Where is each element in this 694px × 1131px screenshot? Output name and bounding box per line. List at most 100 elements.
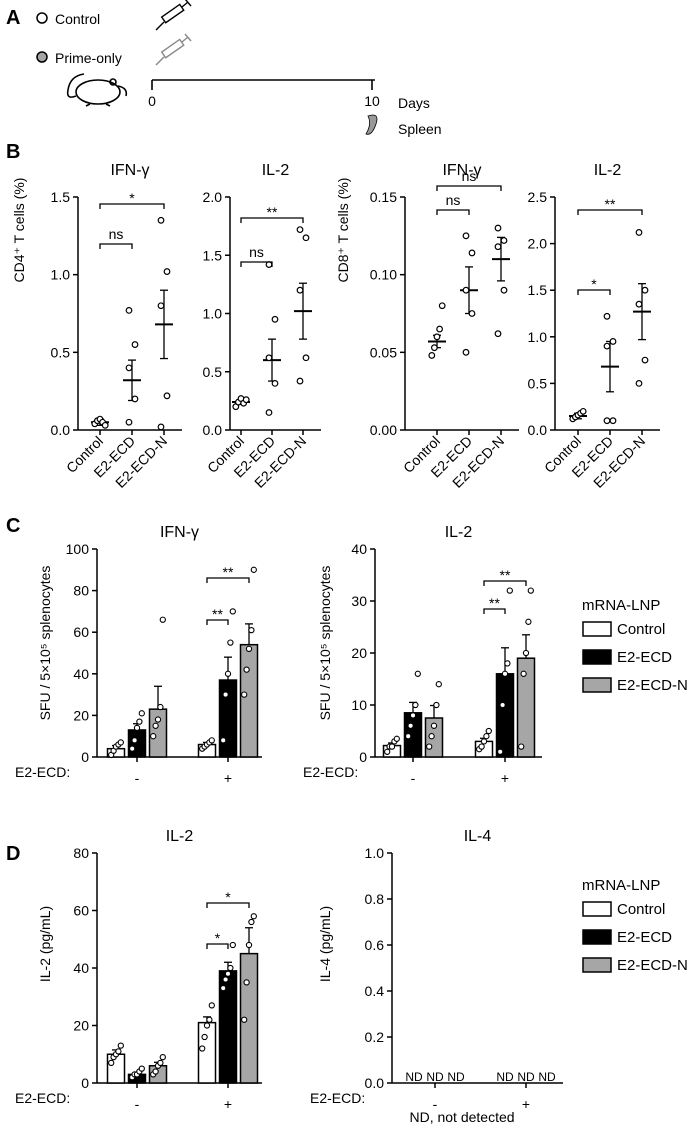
chart-c-il2-y-tick-label: 20 bbox=[351, 645, 367, 661]
chart-b2-title: IFN-γ bbox=[442, 162, 481, 179]
il2-pg-axis-label: IL-2 (pg/mL) bbox=[37, 906, 53, 982]
chart-c-il2-y-tick-label: 40 bbox=[351, 541, 367, 557]
chart-b0-data-point bbox=[157, 216, 165, 224]
chart-b3-data-point bbox=[579, 407, 587, 415]
chart-b2-data-point bbox=[494, 224, 502, 232]
chart-c-il2-data-point bbox=[527, 587, 534, 594]
chart-b2-data-point bbox=[462, 286, 470, 294]
chart-b0-data-point bbox=[125, 418, 133, 426]
chart-d-il4-nd-label: ND bbox=[517, 1070, 535, 1084]
chart-b2-data-point bbox=[436, 325, 444, 333]
chart-c-ifng-data-point bbox=[248, 626, 255, 634]
chart-c-ifng-y-tick-label: 100 bbox=[66, 541, 90, 557]
chart-d-il4-treatment-value: - bbox=[433, 1096, 438, 1112]
chart-b3-data-point bbox=[603, 312, 611, 320]
chart-d-il2-data-point bbox=[241, 1016, 248, 1023]
chart-d-il2-data-point bbox=[245, 941, 253, 949]
chart-d-il2-data-point bbox=[108, 1059, 115, 1067]
panel-c-letter: C bbox=[6, 515, 20, 537]
chart-b3-data-point bbox=[635, 229, 643, 236]
legend-c-swatch-control bbox=[582, 621, 612, 637]
chart-c-il2-data-point bbox=[393, 735, 400, 742]
spleen-label: Spleen bbox=[398, 121, 442, 137]
chart-b1-y-tick-label: 0.0 bbox=[203, 422, 223, 438]
chart-d-il2-data-point bbox=[222, 976, 229, 983]
chart-c-il2-data-point bbox=[501, 670, 509, 677]
chart-d-il4-y-tick-label: 1.0 bbox=[365, 845, 385, 861]
panel-d-letter: D bbox=[6, 843, 20, 865]
chart-d-il2-treatment-value: + bbox=[224, 1096, 232, 1112]
chart-c-ifng-data-point bbox=[208, 737, 215, 744]
chart-b1-bracket bbox=[240, 261, 273, 267]
chart-b3-data-point bbox=[609, 417, 617, 425]
chart-b3-bracket bbox=[577, 209, 643, 215]
chart-c-il2-treatment-value: - bbox=[411, 770, 416, 786]
chart-b1-data-point bbox=[296, 226, 304, 234]
chart-d-il2-data-point bbox=[224, 970, 232, 977]
chart-b3-y-tick-label: 2.0 bbox=[528, 236, 548, 252]
chart-c-ifng-data-point bbox=[227, 639, 234, 646]
chart-b0-sig-label: ns bbox=[109, 226, 124, 242]
chart-b2-data-point bbox=[462, 348, 470, 356]
chart-b3-bracket bbox=[577, 289, 611, 295]
legend-c: mRNA-LNP Control E2-ECD E2-ECD-N bbox=[582, 597, 688, 694]
chart-c-ifng-data-point bbox=[243, 666, 250, 673]
chart-b2-data-point bbox=[462, 232, 470, 240]
chart-b1-data-point bbox=[302, 354, 310, 362]
syringe-icon-grey bbox=[155, 33, 192, 66]
chart-d-il2-bracket bbox=[206, 943, 229, 949]
chart-d-il2-data-point bbox=[227, 964, 234, 972]
chart-d-il2-y-tick-label: 40 bbox=[73, 960, 89, 976]
chart-c-il2-data-point bbox=[478, 743, 485, 750]
chart-d-il4-nd-label: ND bbox=[405, 1070, 423, 1084]
chart-c-il2-treatment-value: + bbox=[501, 770, 509, 786]
chart-c-ifng-data-point bbox=[150, 733, 157, 740]
chart-c-ifng-data-point bbox=[222, 691, 229, 698]
chart-b2-data-point bbox=[500, 286, 508, 294]
chart-c-il2-data-point bbox=[384, 748, 391, 755]
chart-b0-y-tick-label: 0.5 bbox=[51, 344, 71, 360]
chart-c-il2-y-tick-label: 0 bbox=[359, 749, 367, 765]
chart-d-il2-data-point bbox=[159, 1053, 166, 1061]
chart-b3-data-point bbox=[609, 338, 617, 345]
chart-c-il2-data-point bbox=[407, 722, 414, 729]
chart-c-ifng-data-point bbox=[159, 616, 166, 623]
chart-b0-y-tick-label: 1.5 bbox=[51, 189, 71, 205]
panel-b-letter: B bbox=[6, 141, 20, 163]
chart-c-ifng-sig-label: ** bbox=[212, 606, 223, 622]
chart-b2-bracket bbox=[436, 209, 470, 215]
chart-b3-y-tick-label: 2.5 bbox=[528, 189, 548, 205]
chart-c-il2-data-point bbox=[430, 722, 438, 729]
legend-c-e2-ecd-n: E2-ECD-N bbox=[617, 677, 688, 694]
chart-b3-data-point bbox=[635, 380, 643, 387]
chart-c-ifng-data-point bbox=[157, 703, 164, 711]
chart-d-il2-data-point bbox=[201, 1033, 208, 1041]
chart-b1-title: IL-2 bbox=[262, 162, 290, 179]
legend-d-control: Control bbox=[617, 901, 665, 918]
chart-b1-y-tick-label: 2.0 bbox=[203, 189, 223, 205]
chart-c-il2-data-point bbox=[522, 649, 530, 657]
chart-c-ifng-data-point bbox=[241, 691, 248, 698]
timeline bbox=[151, 79, 375, 90]
chart-d-il2-title: IL-2 bbox=[166, 828, 194, 845]
chart-b1-data-point bbox=[271, 380, 279, 387]
chart-c-ifng-y-tick-label: 40 bbox=[73, 666, 89, 682]
chart-b3-sig-label: ** bbox=[605, 196, 616, 212]
chart-c-ifng-y-tick-label: 0 bbox=[81, 749, 89, 765]
chart-b-cd8-ifng: 0.000.050.100.15IFN-γControlE2-ECDE2-ECD… bbox=[370, 162, 519, 491]
chart-d-il2: 0 20 40 60 80 IL-2 - + * * bbox=[73, 828, 262, 1112]
chart-c-ifng-treatment-value: + bbox=[224, 770, 232, 786]
chart-d-il2-y-tick-label: 0 bbox=[81, 1075, 89, 1091]
chart-c-ifng-data-point bbox=[131, 737, 138, 744]
chart-d-il2-data-point bbox=[199, 1045, 206, 1052]
chart-c-il2-data-point bbox=[428, 733, 435, 740]
chart-b0-data-point bbox=[157, 423, 165, 431]
legend-d-e2-ecd-n: E2-ECD-N bbox=[617, 957, 688, 974]
panel-c: C SFU / 5×10⁵ splenocytes SFU / 5×10⁵ sp… bbox=[6, 515, 688, 786]
legend-d-swatch-e2-ecd bbox=[582, 929, 612, 945]
chart-c-il2-sig-label: ** bbox=[489, 595, 500, 611]
chart-b0-data-point bbox=[157, 302, 165, 310]
chart-d-il4-y-tick-label: 0.6 bbox=[365, 937, 385, 953]
chart-b1-data-point bbox=[296, 377, 304, 385]
